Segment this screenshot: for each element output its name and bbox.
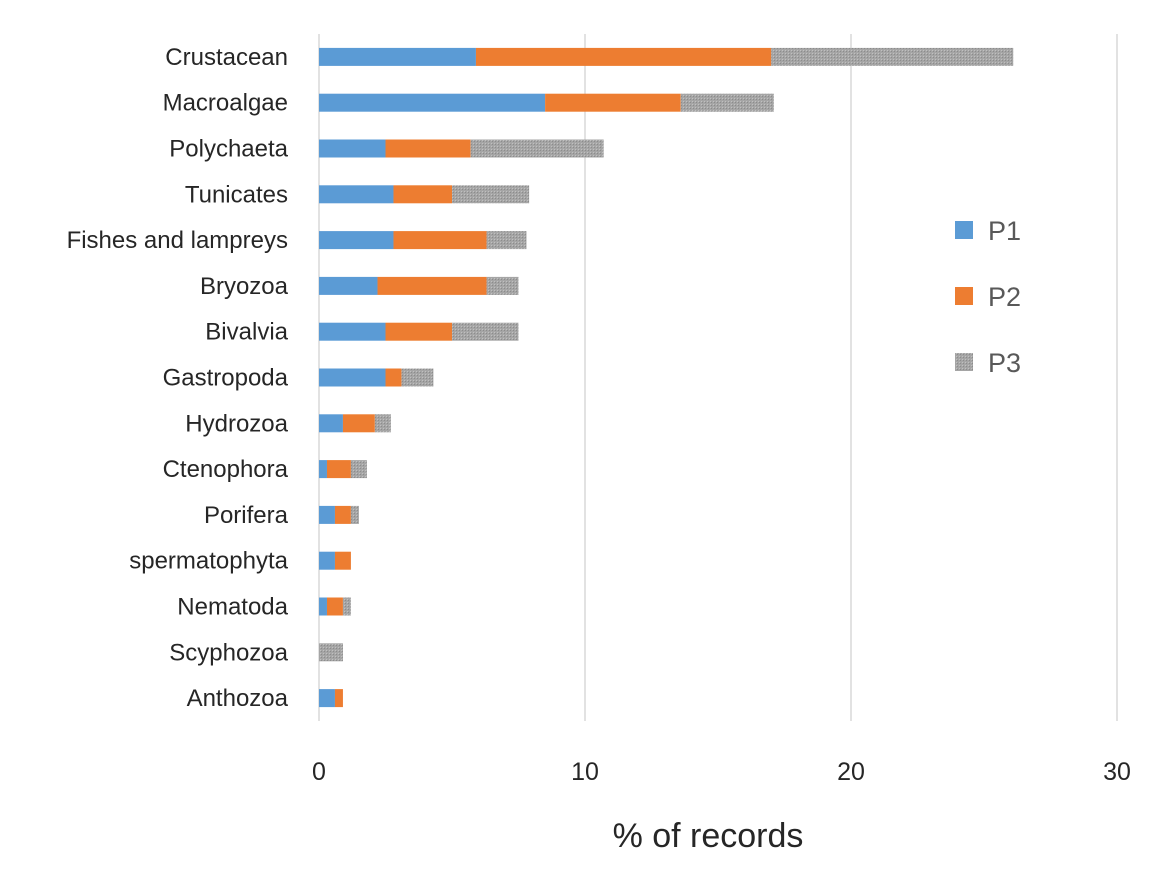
category-label: Nematoda	[177, 594, 288, 621]
category-label: Bivalvia	[205, 319, 288, 346]
bar-segment-p2	[545, 93, 681, 112]
bar-segment-p2	[334, 689, 343, 708]
bar-segment-p1	[319, 368, 386, 387]
bar-segment-p2	[326, 460, 351, 479]
bar-segment-p2	[334, 505, 351, 524]
bar-segment-p2	[385, 322, 452, 341]
bar-segment-p1	[319, 93, 546, 112]
legend-label: P2	[988, 282, 1021, 312]
bar-segment-p3	[470, 139, 604, 158]
bar-segment-p3	[342, 597, 351, 616]
bar-segment-p3	[319, 643, 343, 662]
x-tick-label: 30	[1103, 758, 1131, 786]
bar-segment-p1	[319, 139, 386, 158]
bar-segment-p1	[319, 276, 378, 295]
category-label: Anthozoa	[187, 685, 289, 712]
bar-segment-p2	[475, 47, 772, 66]
category-label: Polychaeta	[169, 136, 288, 163]
legend-label: P3	[988, 348, 1021, 378]
bar-segment-p1	[319, 185, 394, 204]
bar-segment-p3	[680, 93, 774, 112]
category-label: Macroalgae	[163, 90, 288, 117]
bar-segment-p1	[319, 689, 335, 708]
bar-segment-p1	[319, 322, 386, 341]
x-tick-label: 20	[837, 758, 865, 786]
bar-segment-p2	[393, 231, 487, 250]
category-label: Fishes and lampreys	[67, 227, 288, 254]
legend: P1 P2 P3	[955, 216, 1021, 378]
category-label: Crustacean	[165, 44, 288, 71]
bar-segment-p2	[334, 551, 351, 570]
bar-segment-p2	[385, 368, 402, 387]
bar-segment-p2	[326, 597, 343, 616]
bar-segment-p2	[385, 139, 471, 158]
bar-segment-p2	[393, 185, 452, 204]
x-tick-labels: 0 10 20 30	[312, 758, 1131, 786]
bar-segment-p2	[342, 414, 375, 433]
bar-segment-p3	[771, 47, 1014, 66]
bar-segment-p1	[319, 460, 327, 479]
bars	[319, 47, 1014, 708]
bar-segment-p1	[319, 597, 327, 616]
bar-segment-p1	[319, 231, 394, 250]
category-label: Ctenophora	[163, 456, 289, 483]
category-labels: Crustacean Macroalgae Polychaeta Tunicates F…	[67, 44, 289, 712]
legend-swatch	[955, 287, 973, 305]
x-axis-label: % of records	[613, 817, 804, 855]
bar-segment-p2	[377, 276, 487, 295]
legend-label: P1	[988, 216, 1021, 246]
legend-swatch	[955, 353, 973, 371]
bar-segment-p3	[401, 368, 434, 387]
bar-segment-p3	[374, 414, 391, 433]
bar-segment-p1	[319, 47, 476, 66]
bar-segment-p3	[350, 460, 367, 479]
bar-segment-p3	[452, 185, 530, 204]
bar-segment-p1	[319, 505, 335, 524]
bar-segment-p1	[319, 551, 335, 570]
category-label: Bryozoa	[200, 273, 289, 300]
category-label: spermatophyta	[129, 548, 288, 575]
x-tick-label: 10	[571, 758, 599, 786]
category-label: Scyphozoa	[169, 639, 288, 666]
category-label: Tunicates	[185, 181, 288, 208]
bar-segment-p1	[319, 414, 343, 433]
category-label: Gastropoda	[163, 365, 289, 392]
category-label: Porifera	[204, 502, 289, 529]
bar-segment-p3	[486, 231, 527, 250]
legend-swatch	[955, 221, 973, 239]
bar-segment-p3	[350, 505, 359, 524]
category-label: Hydrozoa	[185, 410, 288, 437]
bar-segment-p3	[486, 276, 519, 295]
x-tick-label: 0	[312, 758, 326, 786]
bar-segment-p3	[452, 322, 519, 341]
